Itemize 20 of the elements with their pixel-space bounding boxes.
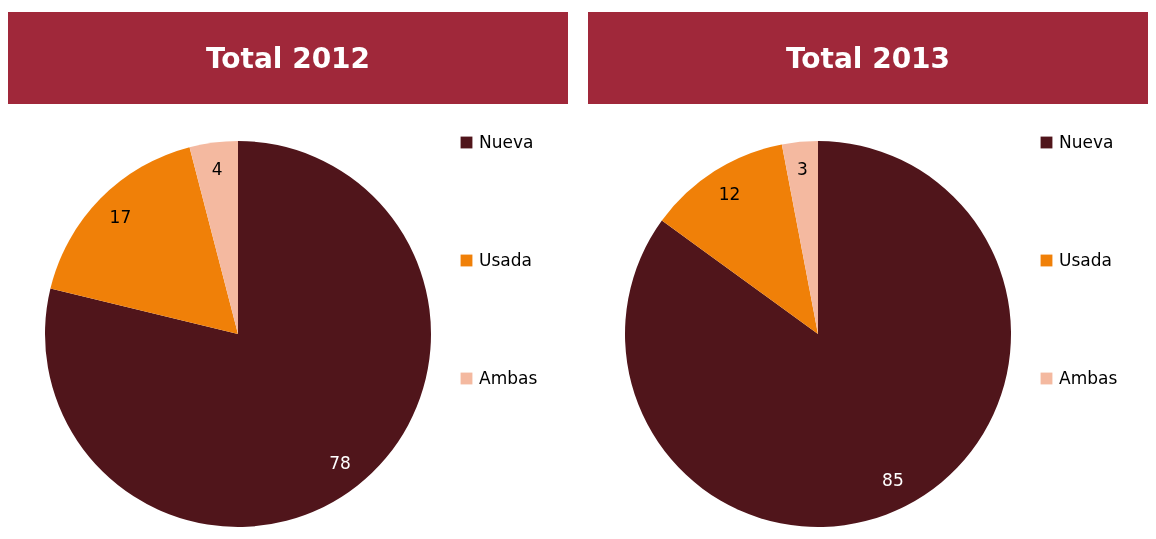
pie-slice <box>781 141 818 334</box>
pie-slice <box>189 141 238 334</box>
legend-label: Nueva <box>1059 131 1114 152</box>
legend-label: Ambas <box>479 367 538 388</box>
pie-slice <box>661 144 818 334</box>
chart-title: Total 2012 <box>8 12 568 104</box>
data-label: 78 <box>329 452 351 473</box>
data-label: 12 <box>718 183 741 204</box>
legend-label: Nueva <box>479 131 534 152</box>
pie-slice <box>45 141 431 527</box>
data-label: 85 <box>882 470 904 491</box>
legend-label: Ambas <box>1059 367 1118 388</box>
legend-label: Usada <box>1059 249 1112 270</box>
pie-slice <box>625 141 1011 527</box>
chart-title: Total 2013 <box>588 12 1148 104</box>
legend-label: Usada <box>479 249 532 270</box>
data-label: 17 <box>109 207 132 228</box>
pie-slice <box>50 147 238 334</box>
data-label: 4 <box>211 159 223 180</box>
data-label: 3 <box>797 158 808 179</box>
